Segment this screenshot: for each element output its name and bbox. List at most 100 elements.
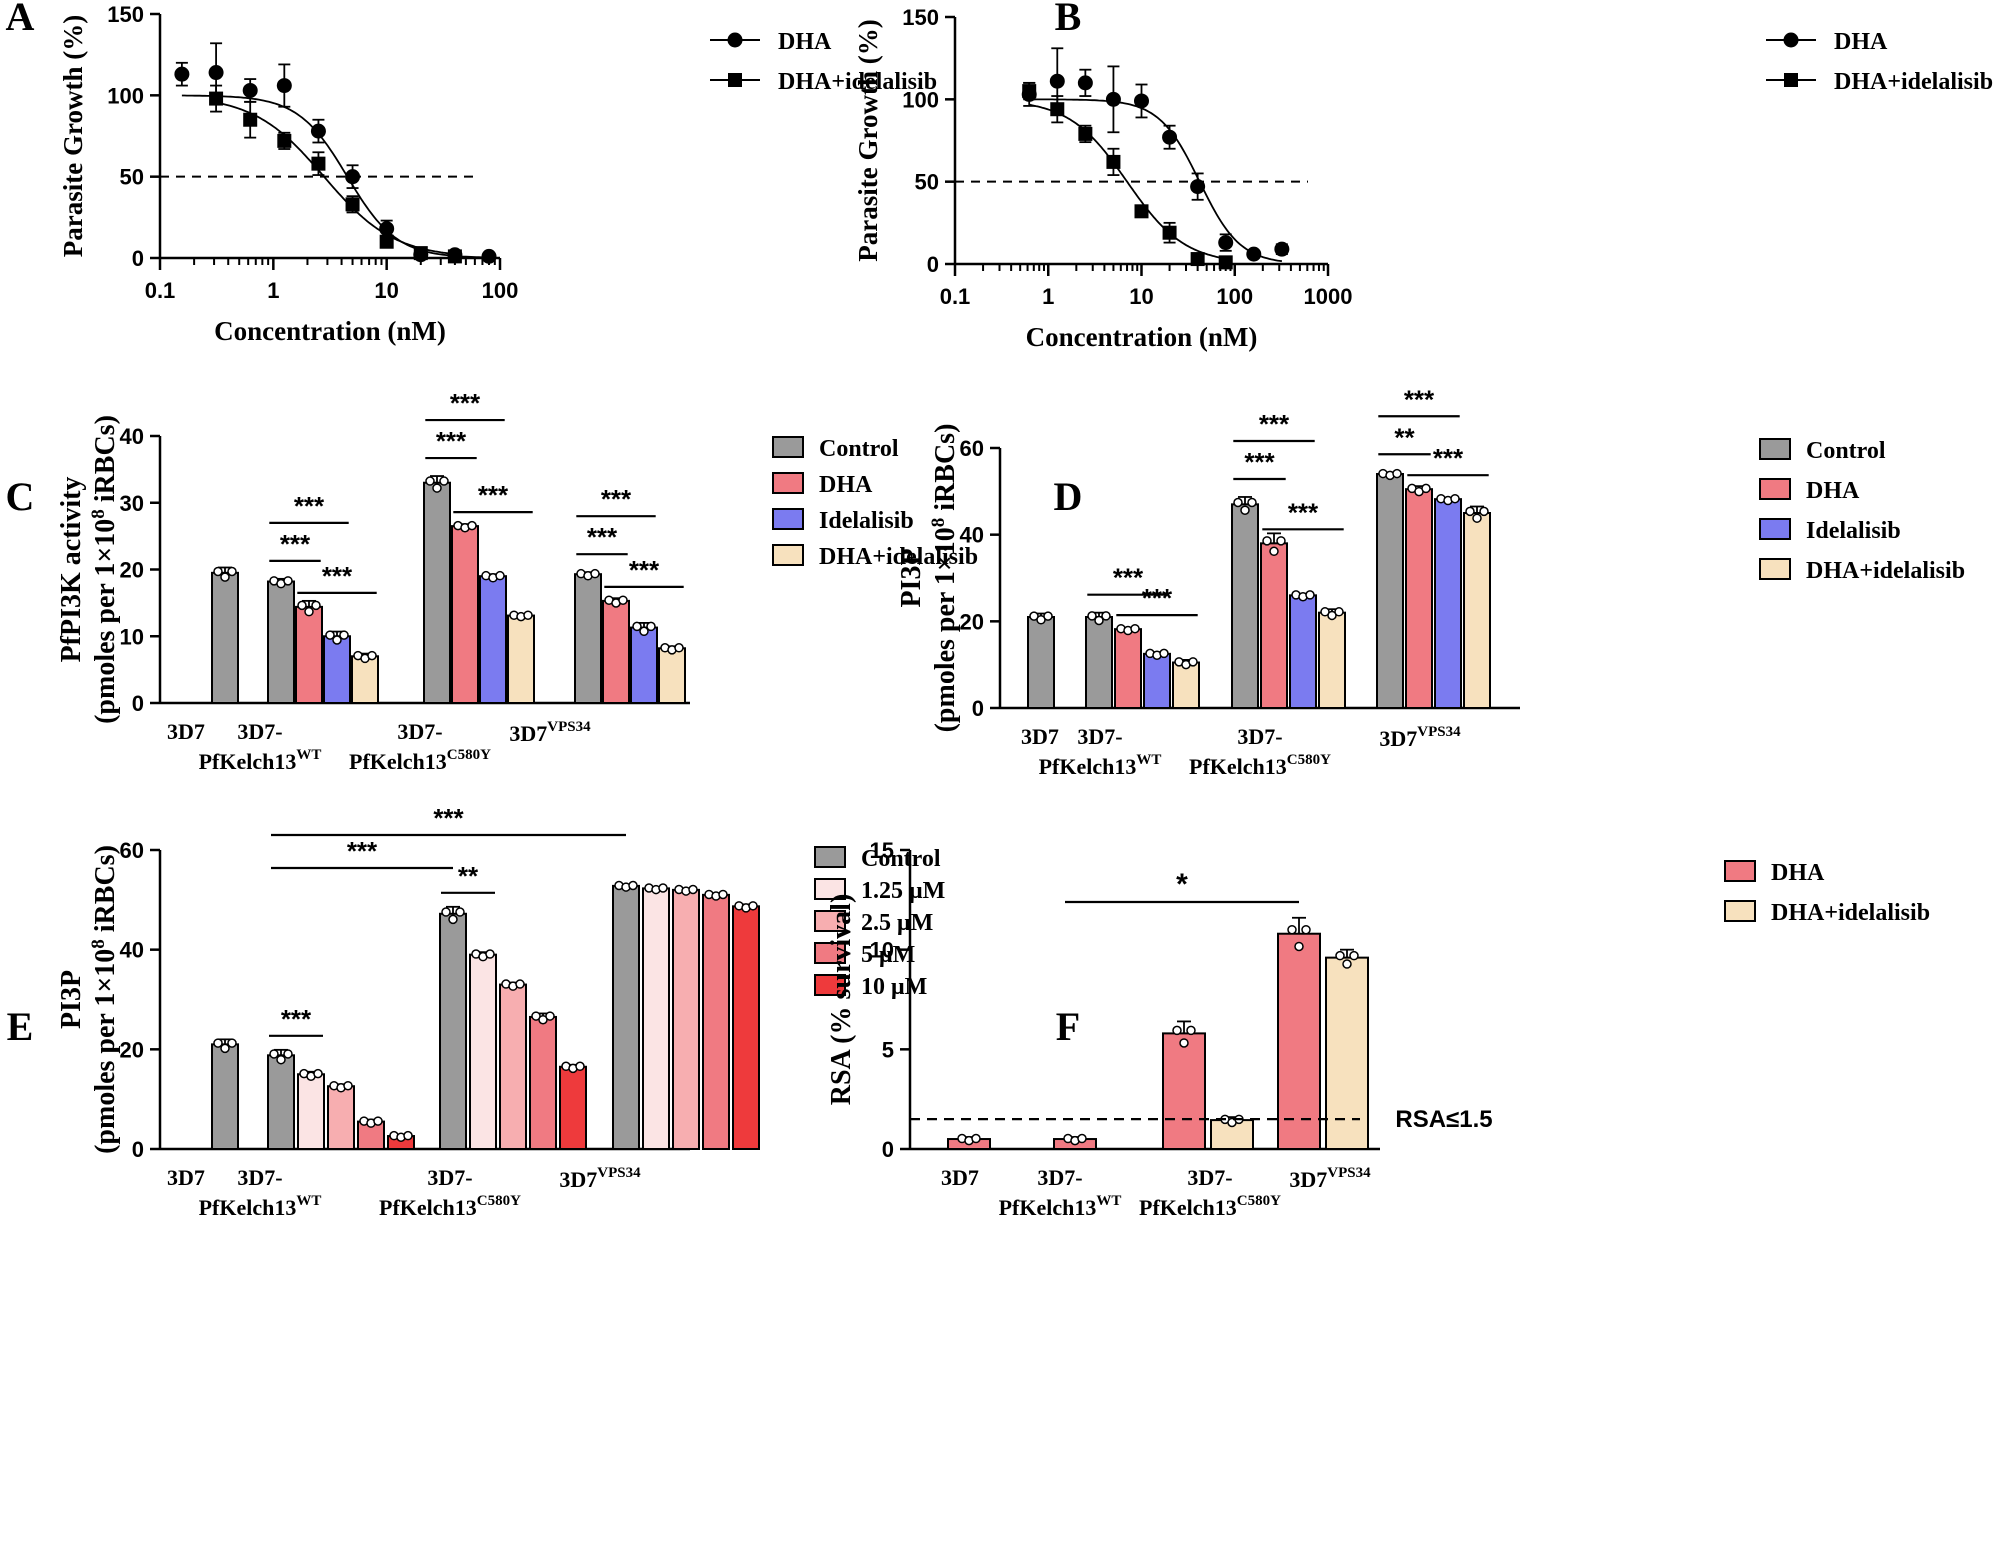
panel-b-point-dha-idelalisib bbox=[1134, 204, 1149, 219]
panel-e-bar bbox=[642, 887, 670, 1150]
panel-a-y-label: Parasite Growth (%) bbox=[58, 15, 88, 257]
panel-d-replicate-point bbox=[1269, 546, 1279, 557]
panel-d-replicate-point bbox=[1087, 611, 1097, 621]
panel-b-point-dha bbox=[1190, 179, 1206, 195]
panel-e-bar bbox=[612, 884, 640, 1150]
panel-e-replicate-point bbox=[283, 1049, 293, 1059]
panel-a-fit-curve-1 bbox=[181, 94, 490, 259]
panel-c-replicate-point bbox=[311, 600, 321, 611]
panel-a-y-tick-label: 0 bbox=[132, 246, 144, 271]
panel-e-replicate-point bbox=[545, 1011, 555, 1021]
panel-d-bar bbox=[1434, 498, 1462, 709]
panel-b-x-label: Concentration (nM) bbox=[1026, 322, 1258, 352]
panel-f-legend-swatch bbox=[1724, 900, 1756, 922]
panel-f-group-label: 3D7- bbox=[1037, 1165, 1082, 1190]
panel-b-point-dha bbox=[1246, 246, 1262, 262]
panel-a-point-dha-idelalisib bbox=[447, 249, 462, 264]
panel-e-replicate-point bbox=[373, 1116, 383, 1126]
panel-c-y-tick-label: 20 bbox=[120, 558, 144, 583]
panel-d-replicate-point bbox=[1392, 468, 1402, 479]
panel-e-bar bbox=[672, 888, 700, 1150]
panel-e-replicate-point bbox=[276, 1054, 286, 1065]
panel-c-significance-label: *** bbox=[450, 388, 481, 418]
panel-e-y-tick-label: 20 bbox=[120, 1037, 144, 1062]
panel-a-x-tick-label: 10 bbox=[374, 278, 398, 303]
panel-f-replicate-point bbox=[1294, 941, 1304, 952]
panel-e-legend-swatch bbox=[814, 846, 846, 868]
panel-d-bar bbox=[1318, 611, 1346, 710]
panel-c-y-tick-label: 10 bbox=[120, 624, 144, 649]
panel-b-point-dha bbox=[1274, 241, 1290, 257]
panel-f-bar bbox=[1277, 932, 1321, 1150]
panel-c-significance-label: *** bbox=[294, 491, 325, 521]
panel-a-point-dha bbox=[345, 169, 361, 185]
panel-e-group-label: 3D7 bbox=[167, 1165, 205, 1190]
panel-c-replicate-point bbox=[618, 595, 628, 605]
panel-a-point-dha bbox=[276, 78, 292, 94]
panel-d-legend-label: Idelalisib bbox=[1806, 518, 1901, 544]
panel-e-bar bbox=[267, 1054, 295, 1151]
panel-e-significance-label: *** bbox=[347, 836, 378, 866]
panel-d-legend-swatch bbox=[1759, 518, 1791, 540]
panel-b-y-label: Parasite Growth (%) bbox=[853, 19, 883, 261]
panel-c-bar bbox=[295, 605, 323, 705]
panel-e-replicate-point bbox=[448, 914, 458, 925]
panel-e-bar bbox=[327, 1085, 355, 1150]
panel-d-significance-label: ** bbox=[1394, 422, 1415, 452]
panel-c-legend-swatch bbox=[772, 508, 804, 530]
panel-f-replicate-point bbox=[1186, 1025, 1196, 1036]
panel-c-bar bbox=[451, 525, 479, 704]
panel-d-y-tick-label: 0 bbox=[972, 696, 984, 721]
panel-f-significance-label: * bbox=[1176, 868, 1188, 901]
panel-d-legend-swatch bbox=[1759, 438, 1791, 460]
panel-c-bar bbox=[630, 626, 658, 705]
panel-e-replicate-point bbox=[658, 883, 668, 893]
panel-a-legend-marker bbox=[727, 32, 743, 48]
panel-b-y-tick-label: 150 bbox=[902, 5, 939, 30]
panel-e-legend-swatch bbox=[814, 974, 846, 996]
panel-d-legend-label: DHA bbox=[1806, 478, 1860, 504]
panel-d-bar bbox=[1114, 628, 1142, 710]
panel-c-y-tick-label: 40 bbox=[120, 424, 144, 449]
panel-a-x-label: Concentration (nM) bbox=[214, 316, 446, 346]
panel-d-replicate-point bbox=[1334, 607, 1344, 617]
panel-b-point-dha-idelalisib bbox=[1162, 225, 1177, 240]
panel-e-significance-label: ** bbox=[458, 861, 479, 891]
panel-c-replicate-point bbox=[213, 566, 223, 577]
panel-f-bar bbox=[1325, 956, 1369, 1151]
panel-c-bar bbox=[658, 647, 686, 705]
panel-f-replicate-point bbox=[1287, 924, 1297, 935]
panel-e-group-label-sub: PfKelch13WT bbox=[199, 1193, 322, 1220]
panel-b-point-dha bbox=[1049, 73, 1065, 89]
panel-e-bar bbox=[702, 893, 730, 1150]
panel-c-legend-label: Idelalisib bbox=[819, 508, 914, 534]
panel-f-bar bbox=[1162, 1032, 1206, 1151]
panel-f-replicate-point bbox=[1349, 950, 1359, 961]
panel-e-replicate-point bbox=[575, 1061, 585, 1072]
panel-c-bar bbox=[351, 655, 379, 705]
panel-c-significance-label: *** bbox=[601, 484, 632, 514]
panel-e-replicate-point bbox=[343, 1080, 353, 1091]
panel-d-bar bbox=[1143, 652, 1171, 709]
panel-letter-d: D bbox=[1054, 474, 1083, 519]
panel-e-replicate-point bbox=[515, 979, 525, 989]
panel-d-bar bbox=[1085, 616, 1113, 709]
panel-a-point-dha-idelalisib bbox=[277, 133, 292, 148]
panel-c-y-tick-label: 30 bbox=[120, 491, 144, 516]
panel-d-y-label-line1: PI3P bbox=[896, 548, 927, 607]
panel-d-legend-swatch bbox=[1759, 558, 1791, 580]
panel-c-group-label: 3D7- bbox=[237, 719, 282, 744]
panel-e-y-label-line2: (pmoles per 1×108 iRBCs) bbox=[88, 845, 121, 1154]
panel-e-group-label: 3D7- bbox=[427, 1165, 472, 1190]
panel-c-bar bbox=[507, 614, 535, 704]
panel-d-bar bbox=[1463, 512, 1491, 709]
panel-b-legend-marker bbox=[1783, 32, 1799, 48]
panel-a-x-tick-label: 0.1 bbox=[145, 278, 176, 303]
panel-b-point-dha-idelalisib bbox=[1050, 102, 1065, 117]
panel-d-group-label: 3D7- bbox=[1237, 724, 1282, 749]
panel-c-group-label: 3D7 bbox=[167, 719, 205, 744]
panel-a-point-dha-idelalisib bbox=[209, 91, 224, 106]
panel-e-replicate-point bbox=[748, 901, 758, 911]
panel-c-significance-label: *** bbox=[629, 555, 660, 585]
